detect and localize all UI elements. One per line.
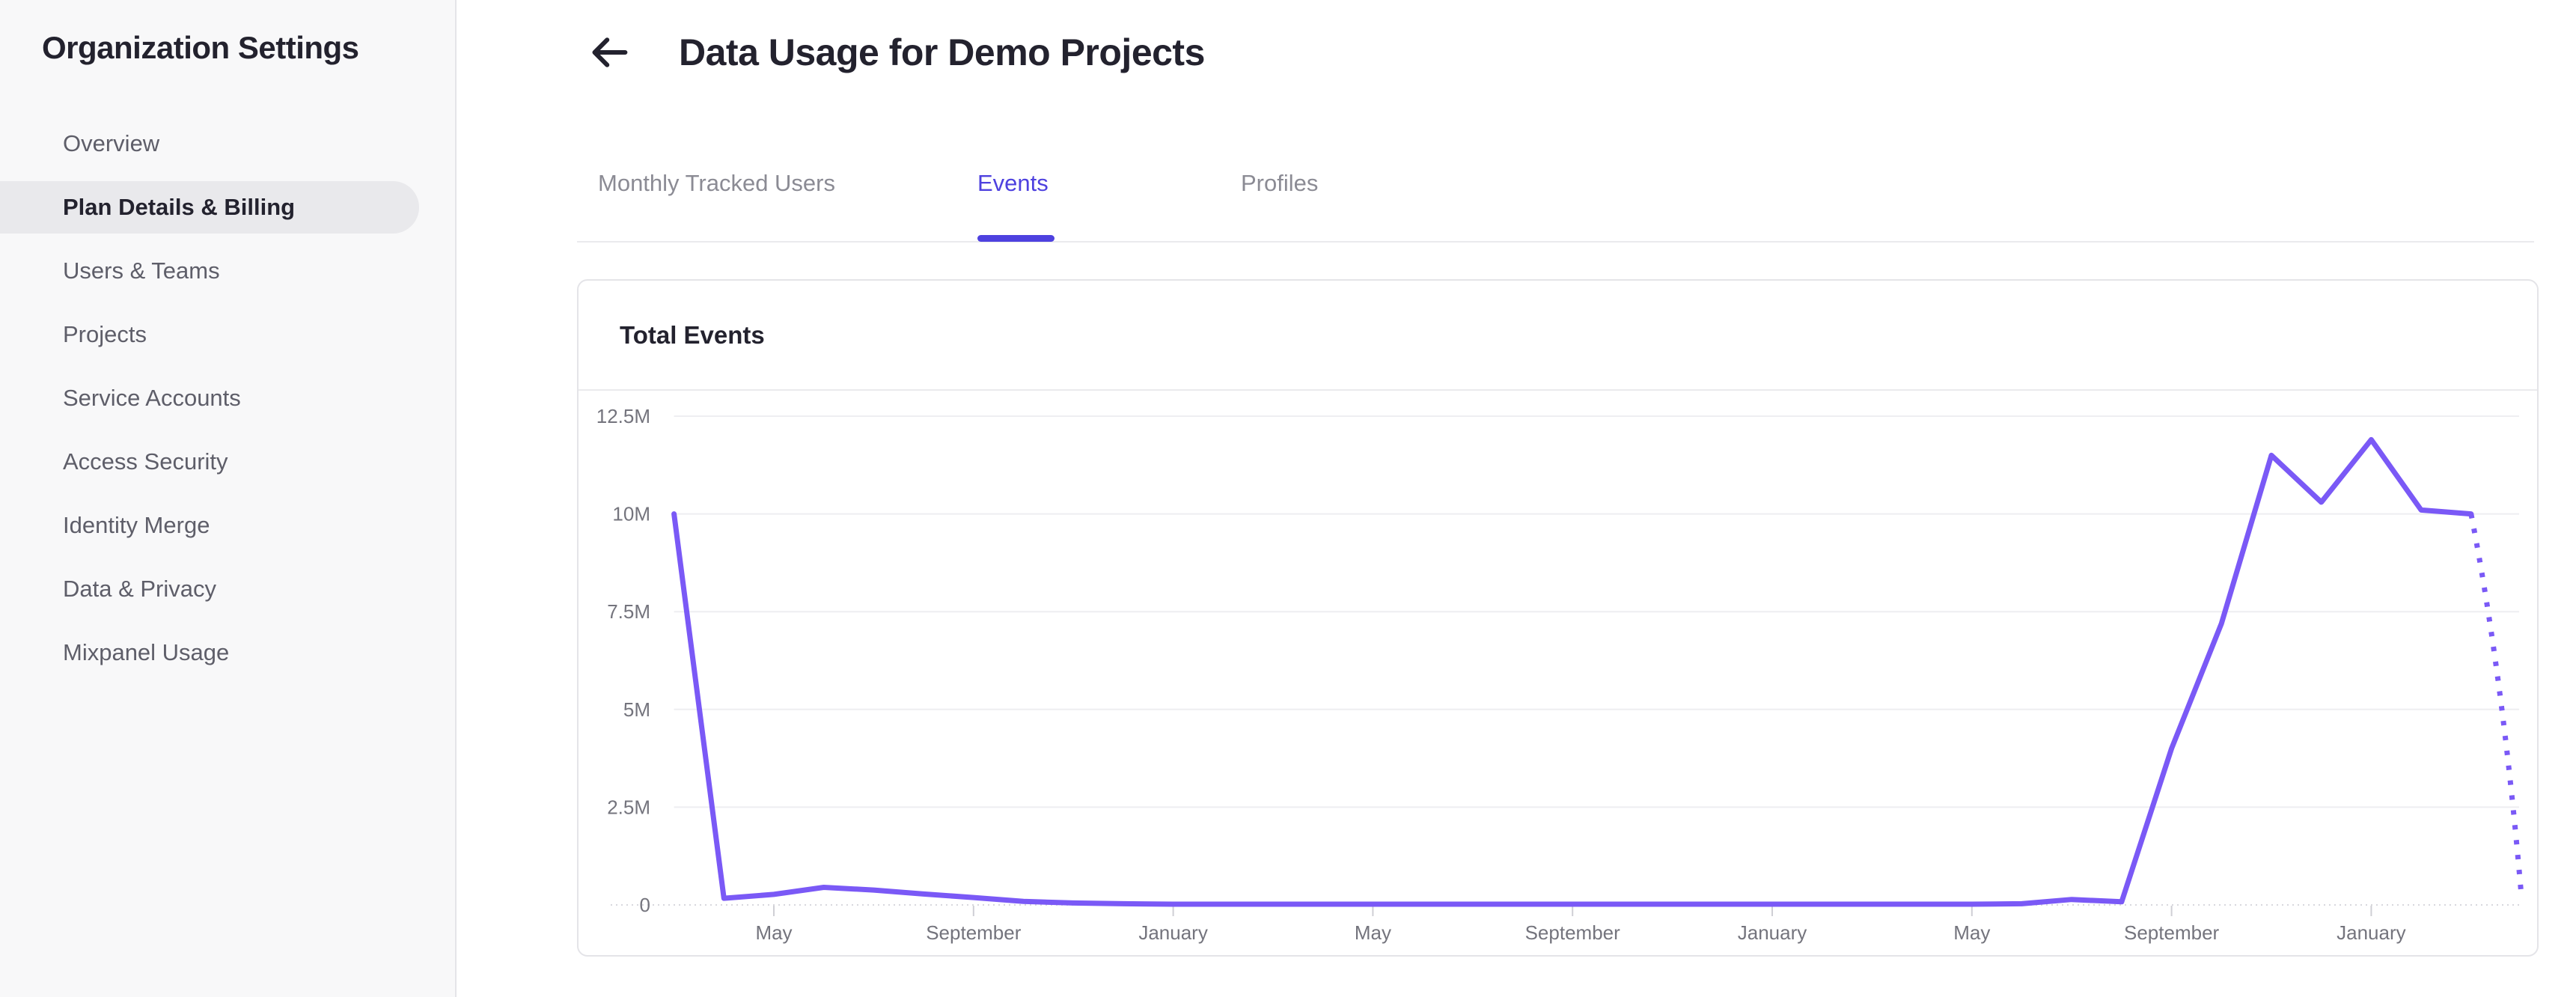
left-arrow-icon [592,37,628,67]
sidebar-item-users-teams[interactable]: Users & Teams [0,245,419,297]
page-title: Data Usage for Demo Projects [679,31,1205,73]
y-axis-label: 12.5M [596,405,650,427]
sidebar-item-service-accounts[interactable]: Service Accounts [0,372,419,424]
sidebar-item-projects[interactable]: Projects [0,308,419,361]
card-header: Total Events [579,281,2537,391]
sidebar-item-label: Projects [63,321,147,347]
y-axis-label: 5M [623,698,650,721]
sidebar-item-label: Users & Teams [63,257,220,284]
x-axis-label: September [2124,921,2220,944]
sidebar-item-label: Service Accounts [63,385,241,411]
sidebar-item-label: Data & Privacy [63,576,217,602]
events-line-projection [2468,513,2524,892]
y-axis-label: 0 [640,894,650,916]
x-axis-label: September [926,921,1022,944]
total-events-card: Total Events 12.5M 10M 7.5M 5M 2.5M 0 May Septe… [577,279,2539,957]
x-axis-label: May [755,921,792,944]
sidebar-item-label: Access Security [63,448,228,475]
active-tab-indicator [977,235,1054,242]
sidebar-item-label: Plan Details & Billing [63,194,296,220]
sidebar-item-plan-details-billing[interactable]: Plan Details & Billing [0,181,419,234]
y-axis-label: 10M [612,503,650,525]
tab-events[interactable]: Events [977,170,1049,196]
sidebar-item-label: Overview [63,130,160,156]
events-line [671,436,2474,907]
x-axis-labels: May September January May September January Ma… [755,906,2406,944]
card-title: Total Events [620,321,765,349]
y-axis-label: 7.5M [607,600,650,623]
back-button[interactable] [585,30,633,75]
gridlines [611,415,2519,906]
sidebar-item-access-security[interactable]: Access Security [0,436,419,488]
sidebar-item-mixpanel-usage[interactable]: Mixpanel Usage [0,626,419,679]
main-content: Data Usage for Demo Projects Monthly Tra… [457,0,2576,997]
tab-monthly-tracked-users[interactable]: Monthly Tracked Users [598,170,835,196]
sidebar-title: Organization Settings [42,30,359,65]
sidebar-item-data-privacy[interactable]: Data & Privacy [0,563,419,615]
x-axis-label: January [1738,921,1807,944]
sidebar-item-label: Identity Merge [63,512,210,538]
tab-profiles[interactable]: Profiles [1241,170,1319,196]
tab-bar: Monthly Tracked Users Events Profiles [577,150,2539,244]
x-axis-label: May [1355,921,1391,944]
x-axis-label: January [1138,921,1208,944]
sidebar-nav: Overview Plan Details & Billing Users & Te… [0,118,419,690]
sidebar-item-identity-merge[interactable]: Identity Merge [0,499,419,552]
y-axis-label: 2.5M [607,796,650,818]
x-axis-label: January [2337,921,2406,944]
x-axis-label: September [1525,921,1621,944]
y-axis-labels: 12.5M 10M 7.5M 5M 2.5M 0 [596,405,650,916]
sidebar-item-label: Mixpanel Usage [63,639,230,665]
sidebar-item-overview[interactable]: Overview [0,118,419,170]
sidebar: Organization Settings Overview Plan Detai… [0,0,457,997]
tab-bar-border [577,241,2534,243]
x-axis-label: May [1953,921,1990,944]
